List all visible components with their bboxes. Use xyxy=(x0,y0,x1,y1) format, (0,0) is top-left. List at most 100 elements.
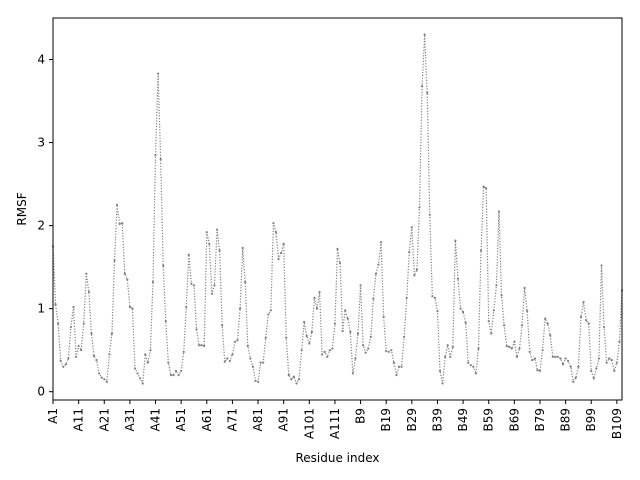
data-point xyxy=(192,284,196,287)
data-point xyxy=(115,203,119,206)
data-point xyxy=(451,345,454,348)
y-tick-label: 0 xyxy=(37,385,45,399)
data-point xyxy=(431,295,434,298)
data-point xyxy=(390,349,393,352)
data-point xyxy=(513,340,516,343)
data-point xyxy=(533,357,536,360)
data-point xyxy=(472,365,475,368)
data-point xyxy=(526,310,529,313)
data-point xyxy=(569,365,572,368)
data-point xyxy=(505,344,508,348)
data-point xyxy=(85,272,88,275)
data-point xyxy=(92,354,96,358)
data-point xyxy=(321,353,324,356)
data-point xyxy=(400,365,403,368)
x-tick-label: A1 xyxy=(46,408,60,424)
data-point xyxy=(597,357,601,360)
data-point xyxy=(551,355,554,358)
data-point xyxy=(72,305,75,309)
data-point xyxy=(592,377,595,380)
data-point xyxy=(438,369,442,373)
data-point xyxy=(346,317,349,320)
data-point xyxy=(259,361,262,364)
data-point xyxy=(572,380,575,383)
data-point xyxy=(244,280,247,284)
data-point xyxy=(128,305,131,309)
data-point xyxy=(446,344,449,347)
x-tick-label: B79 xyxy=(533,408,547,432)
data-point xyxy=(474,372,478,375)
data-point xyxy=(226,357,229,360)
data-point xyxy=(595,367,598,370)
data-point xyxy=(374,272,378,275)
data-point xyxy=(492,309,495,312)
data-point xyxy=(608,357,611,360)
data-point xyxy=(141,382,144,385)
data-point xyxy=(54,303,57,306)
data-point xyxy=(328,349,331,352)
x-tick-label: A81 xyxy=(251,408,265,431)
data-point xyxy=(449,355,452,358)
data-point xyxy=(461,310,465,314)
data-point xyxy=(544,317,547,320)
data-point xyxy=(605,361,608,364)
data-point xyxy=(228,359,231,363)
data-point xyxy=(469,364,472,367)
data-point xyxy=(300,349,303,352)
data-point xyxy=(456,277,460,280)
data-point xyxy=(123,272,126,275)
data-point xyxy=(518,347,521,350)
data-point xyxy=(64,363,67,366)
data-point xyxy=(582,300,585,304)
data-point xyxy=(408,251,411,254)
y-tick-label: 3 xyxy=(37,136,45,150)
data-point xyxy=(185,305,188,309)
data-point xyxy=(149,349,152,352)
data-point xyxy=(428,213,431,216)
data-point xyxy=(403,335,406,338)
data-point xyxy=(579,315,583,319)
data-point xyxy=(613,369,616,373)
data-point xyxy=(395,373,398,377)
data-point xyxy=(156,72,160,75)
x-tick-label: A11 xyxy=(72,408,86,431)
data-point xyxy=(510,347,513,350)
data-point xyxy=(218,249,221,252)
data-point xyxy=(67,357,70,360)
data-point xyxy=(503,324,506,327)
data-point xyxy=(479,249,483,252)
data-point xyxy=(423,33,426,36)
data-point xyxy=(554,355,557,358)
x-tick-label: B89 xyxy=(559,408,573,432)
data-point xyxy=(336,247,339,250)
data-point xyxy=(231,353,234,356)
data-point xyxy=(574,376,577,379)
data-point xyxy=(290,378,293,381)
x-axis-ticks: A1 A11 A21 A31 A41 A51 A61 A71 A81 A91 A101 A111 B9 B… xyxy=(46,400,624,439)
data-point xyxy=(541,349,544,352)
data-point xyxy=(338,261,342,265)
data-point xyxy=(559,357,562,360)
data-point xyxy=(536,369,539,372)
data-point xyxy=(313,296,316,299)
data-point xyxy=(433,296,436,299)
x-tick-label: B109 xyxy=(610,408,624,439)
x-tick-label: B39 xyxy=(430,408,444,432)
data-point xyxy=(249,357,252,360)
data-point xyxy=(69,325,73,329)
y-tick-label: 2 xyxy=(37,219,45,233)
data-point xyxy=(151,280,155,284)
data-point xyxy=(262,361,265,364)
data-point xyxy=(59,359,62,363)
data-point xyxy=(487,320,490,323)
data-point xyxy=(292,375,296,378)
data-point xyxy=(413,274,416,277)
data-point xyxy=(477,347,480,350)
data-point xyxy=(103,378,106,381)
data-point xyxy=(98,372,101,375)
data-point xyxy=(356,332,360,335)
data-point xyxy=(280,251,283,255)
data-point xyxy=(126,278,129,281)
data-point xyxy=(490,332,493,335)
